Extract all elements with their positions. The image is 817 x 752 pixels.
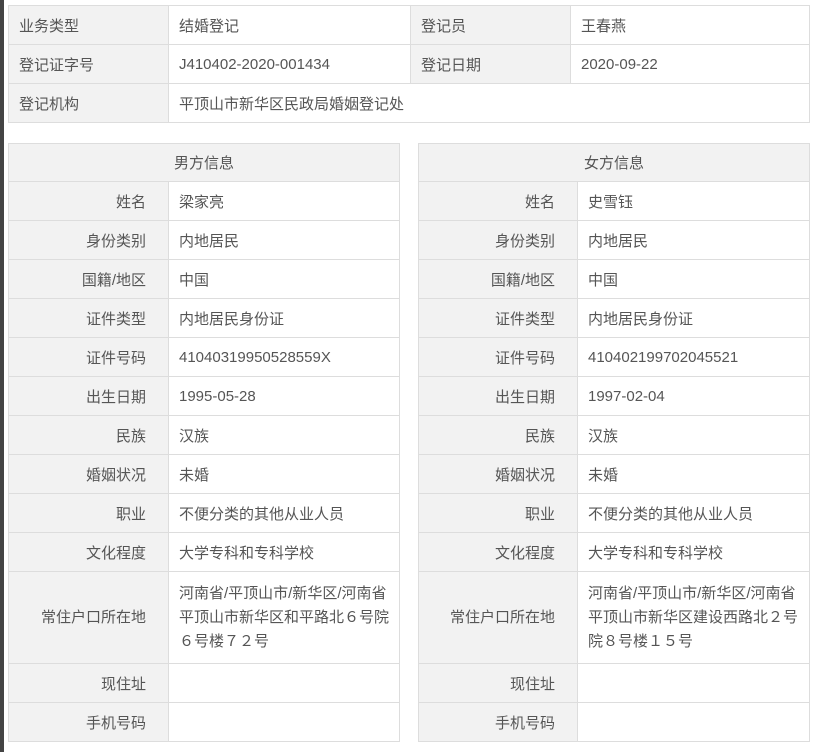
field-value [577,663,810,703]
field-label: 常住户口所在地 [8,571,169,664]
field-value: 未婚 [577,454,810,494]
office-value: 平顶山市新华区民政局婚姻登记处 [168,83,810,123]
field-label: 身份类别 [8,220,169,260]
field-value: 41040319950528559X [168,337,400,377]
field-label: 常住户口所在地 [418,571,578,664]
field-label: 民族 [8,415,169,455]
table-row: 现住址 [8,663,400,703]
male-info-table: 男方信息 姓名 梁家亮 身份类别 内地居民 国籍/地区 中国 证件类型 内地居民身份证 证件号码… [8,143,400,742]
registration-table: 业务类型 结婚登记 登记员 王春燕 登记证字号 J410402-2020-001… [8,5,810,123]
field-value: 内地居民身份证 [168,298,400,338]
table-row: 手机号码 [418,702,810,742]
table-row: 民族 汉族 [8,415,400,455]
field-label: 国籍/地区 [418,259,578,299]
date-label: 登记日期 [410,44,571,84]
cert-no-value: J410402-2020-001434 [168,44,411,84]
field-label: 国籍/地区 [8,259,169,299]
table-row: 身份类别 内地居民 [8,220,400,260]
field-label: 姓名 [8,181,169,221]
field-value: 汉族 [168,415,400,455]
field-label: 婚姻状况 [8,454,169,494]
field-value: 内地居民 [168,220,400,260]
field-value: 410402199702045521 [577,337,810,377]
table-row: 职业 不便分类的其他从业人员 [418,493,810,533]
field-value: 河南省/平顶山市/新华区/河南省平顶山市新华区建设西路北２号院８号楼１５号 [577,571,810,664]
field-label: 证件类型 [418,298,578,338]
field-label: 证件类型 [8,298,169,338]
table-row: 常住户口所在地 河南省/平顶山市/新华区/河南省平顶山市新华区和平路北６号院６号楼… [8,571,400,664]
office-label: 登记机构 [8,83,169,123]
field-label: 身份类别 [418,220,578,260]
table-row: 证件类型 内地居民身份证 [8,298,400,338]
table-row: 常住户口所在地 河南省/平顶山市/新华区/河南省平顶山市新华区建设西路北２号院８号… [418,571,810,664]
female-info-title: 女方信息 [418,143,810,182]
cert-no-label: 登记证字号 [8,44,169,84]
business-type-label: 业务类型 [8,5,169,45]
field-label: 手机号码 [418,702,578,742]
table-row: 出生日期 1995-05-28 [8,376,400,416]
registrar-label: 登记员 [410,5,571,45]
field-value: 不便分类的其他从业人员 [168,493,400,533]
field-value: 河南省/平顶山市/新华区/河南省平顶山市新华区和平路北６号院６号楼７２号 [168,571,400,664]
field-label: 职业 [418,493,578,533]
table-row: 职业 不便分类的其他从业人员 [8,493,400,533]
table-row: 身份类别 内地居民 [418,220,810,260]
table-row: 文化程度 大学专科和专科学校 [8,532,400,572]
field-label: 现住址 [8,663,169,703]
field-value [168,702,400,742]
table-row: 姓名 梁家亮 [8,181,400,221]
table-row: 民族 汉族 [418,415,810,455]
table-row: 婚姻状况 未婚 [8,454,400,494]
field-label: 证件号码 [418,337,578,377]
table-row: 国籍/地区 中国 [8,259,400,299]
field-label: 证件号码 [8,337,169,377]
business-type-value: 结婚登记 [168,5,411,45]
table-row: 婚姻状况 未婚 [418,454,810,494]
field-value: 1995-05-28 [168,376,400,416]
table-row: 证件类型 内地居民身份证 [418,298,810,338]
table-row: 出生日期 1997-02-04 [418,376,810,416]
table-row: 业务类型 结婚登记 登记员 王春燕 [8,5,810,45]
field-value: 内地居民 [577,220,810,260]
field-value: 中国 [168,259,400,299]
field-value: 中国 [577,259,810,299]
field-label: 文化程度 [8,532,169,572]
female-info-table: 女方信息 姓名 史雪钰 身份类别 内地居民 国籍/地区 中国 证件类型 内地居民身份证 证件号码… [418,143,810,742]
field-label: 手机号码 [8,702,169,742]
field-value [577,702,810,742]
field-value: 1997-02-04 [577,376,810,416]
field-label: 民族 [418,415,578,455]
date-value: 2020-09-22 [570,44,810,84]
field-value: 大学专科和专科学校 [168,532,400,572]
table-row: 国籍/地区 中国 [418,259,810,299]
table-row: 现住址 [418,663,810,703]
field-label: 职业 [8,493,169,533]
male-info-title: 男方信息 [8,143,400,182]
field-value: 史雪钰 [577,181,810,221]
table-row: 手机号码 [8,702,400,742]
field-label: 姓名 [418,181,578,221]
field-value: 未婚 [168,454,400,494]
table-row: 登记机构 平顶山市新华区民政局婚姻登记处 [8,83,810,123]
table-row: 证件号码 410402199702045521 [418,337,810,377]
field-label: 出生日期 [8,376,169,416]
table-row: 姓名 史雪钰 [418,181,810,221]
table-row: 文化程度 大学专科和专科学校 [418,532,810,572]
registrar-value: 王春燕 [570,5,810,45]
field-value: 内地居民身份证 [577,298,810,338]
table-row: 登记证字号 J410402-2020-001434 登记日期 2020-09-2… [8,44,810,84]
field-value: 梁家亮 [168,181,400,221]
field-label: 文化程度 [418,532,578,572]
window-edge [0,0,4,752]
field-label: 出生日期 [418,376,578,416]
table-row: 证件号码 41040319950528559X [8,337,400,377]
field-label: 现住址 [418,663,578,703]
field-value: 汉族 [577,415,810,455]
field-value: 大学专科和专科学校 [577,532,810,572]
field-value [168,663,400,703]
field-label: 婚姻状况 [418,454,578,494]
field-value: 不便分类的其他从业人员 [577,493,810,533]
